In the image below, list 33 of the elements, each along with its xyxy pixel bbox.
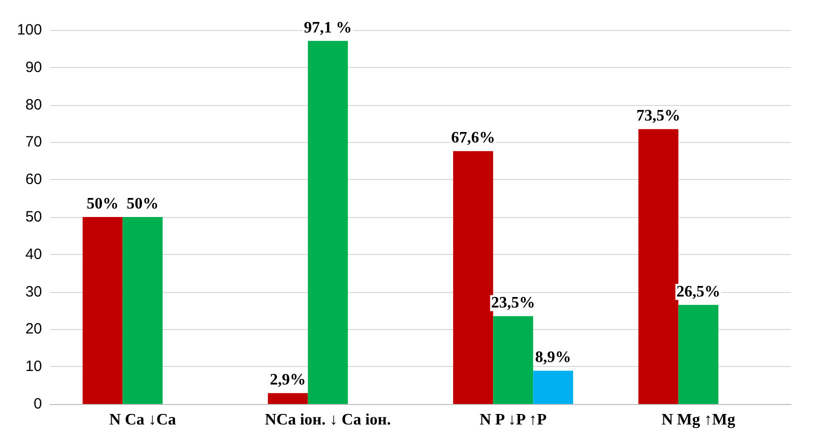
data-label: 23,5% [491,294,536,312]
data-label: 8,9% [535,349,572,366]
data-label: 2,9% [270,372,306,389]
bar [493,316,534,404]
bar [122,217,163,404]
data-label: 67,6% [451,130,496,147]
y-tick-label: 20 [25,320,42,338]
x-tick-label: N Ca ↓Ca [109,412,176,428]
bar [453,151,494,404]
y-tick-label: 80 [25,96,42,114]
data-label: 50% [126,196,159,212]
bar [533,370,574,404]
y-tick-label: 10 [25,358,42,376]
data-label: 73,5% [636,108,680,125]
y-tick-label: 30 [25,283,42,300]
y-tick-label: 50 [25,208,42,226]
bar [638,129,678,404]
x-tick-label: NCa іон. ↓ Ca іон. [264,412,391,428]
bar [678,304,718,404]
y-tick-label: 0 [34,396,42,412]
y-tick-label: 100 [16,22,42,38]
bar [308,40,348,404]
data-label: 26,5% [676,283,720,300]
y-tick-label: 60 [25,171,42,188]
y-tick-label: 90 [25,58,42,76]
bar [82,217,123,404]
data-label: 50% [86,196,119,212]
data-label: 97,1 % [304,19,352,36]
x-tick-label: N P ↓P ↑P [480,412,547,428]
y-tick-label: 70 [25,134,42,151]
bar [268,393,308,404]
x-tick-label: N Mg ↑Mg [661,412,736,428]
y-tick-label: 40 [25,246,42,263]
